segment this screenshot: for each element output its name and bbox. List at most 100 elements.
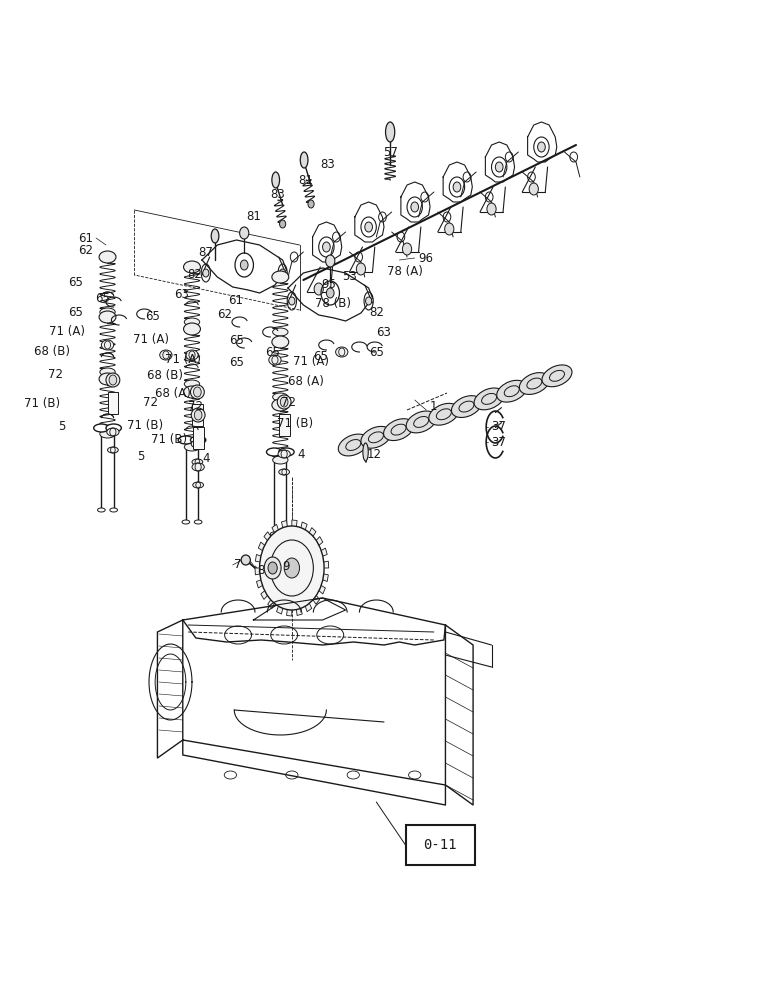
Circle shape: [411, 202, 419, 212]
Ellipse shape: [106, 373, 120, 387]
Text: 81: 81: [246, 210, 261, 223]
Ellipse shape: [101, 340, 114, 350]
Ellipse shape: [184, 261, 200, 273]
Text: 8: 8: [257, 564, 265, 576]
Ellipse shape: [386, 122, 395, 142]
Text: 61: 61: [228, 294, 243, 306]
Ellipse shape: [272, 399, 289, 411]
Polygon shape: [323, 561, 329, 568]
Ellipse shape: [211, 229, 219, 243]
Ellipse shape: [361, 426, 391, 448]
Text: 65: 65: [68, 306, 83, 318]
Text: 71 (B): 71 (B): [24, 396, 61, 410]
Ellipse shape: [100, 368, 115, 376]
Ellipse shape: [190, 436, 206, 444]
Ellipse shape: [283, 532, 290, 536]
Text: 53: 53: [342, 270, 357, 284]
Ellipse shape: [106, 424, 121, 432]
Text: 37: 37: [491, 420, 506, 434]
Text: 4: 4: [297, 448, 305, 460]
Text: 68 (A): 68 (A): [155, 386, 190, 399]
Ellipse shape: [474, 388, 504, 410]
Polygon shape: [296, 606, 303, 616]
Polygon shape: [309, 528, 316, 538]
Circle shape: [308, 200, 314, 208]
Circle shape: [240, 227, 249, 239]
Ellipse shape: [94, 424, 109, 432]
Polygon shape: [318, 585, 326, 594]
Ellipse shape: [98, 508, 105, 512]
Ellipse shape: [100, 308, 115, 316]
Text: 68 (B): 68 (B): [35, 346, 70, 359]
Text: 62: 62: [78, 244, 93, 257]
Text: 61: 61: [78, 232, 93, 244]
Bar: [193, 427, 204, 449]
Ellipse shape: [279, 448, 294, 456]
Ellipse shape: [192, 459, 203, 465]
Ellipse shape: [406, 411, 436, 433]
Text: 72: 72: [280, 395, 296, 408]
Ellipse shape: [186, 350, 198, 360]
Ellipse shape: [190, 385, 204, 399]
Ellipse shape: [273, 456, 288, 464]
Ellipse shape: [99, 311, 116, 323]
Ellipse shape: [191, 408, 205, 422]
Circle shape: [326, 255, 335, 267]
Text: 72: 72: [187, 399, 203, 412]
Ellipse shape: [429, 403, 458, 425]
Polygon shape: [255, 554, 263, 562]
Ellipse shape: [452, 396, 482, 417]
Text: 96: 96: [418, 251, 433, 264]
Text: 78 (A): 78 (A): [387, 264, 422, 277]
Text: 7: 7: [234, 558, 242, 572]
Text: 57: 57: [382, 145, 398, 158]
Text: 71 (A): 71 (A): [133, 334, 168, 347]
Polygon shape: [258, 542, 266, 551]
Ellipse shape: [184, 323, 200, 335]
Text: 5: 5: [137, 450, 144, 464]
Ellipse shape: [241, 555, 250, 565]
Ellipse shape: [192, 463, 204, 471]
Text: 95: 95: [321, 278, 336, 292]
Text: 71 (B): 71 (B): [276, 418, 313, 430]
Text: 68 (B): 68 (B): [147, 369, 183, 382]
Polygon shape: [312, 594, 319, 604]
Ellipse shape: [383, 419, 413, 441]
Ellipse shape: [278, 450, 290, 458]
Text: 65: 65: [229, 334, 244, 347]
Text: 12: 12: [366, 448, 382, 460]
Ellipse shape: [336, 347, 348, 357]
Text: 65: 65: [144, 310, 160, 324]
Polygon shape: [255, 568, 261, 575]
Ellipse shape: [279, 469, 290, 475]
Circle shape: [538, 142, 545, 152]
Text: 63: 63: [376, 326, 392, 340]
Circle shape: [289, 297, 295, 305]
Text: 4: 4: [202, 452, 210, 464]
Ellipse shape: [108, 447, 118, 453]
Text: 65: 65: [369, 347, 384, 360]
Text: 71 (A): 71 (A): [293, 355, 329, 367]
Text: 72: 72: [48, 368, 63, 381]
Circle shape: [280, 220, 286, 228]
Ellipse shape: [160, 350, 172, 360]
Text: 65: 65: [313, 351, 329, 363]
Polygon shape: [281, 520, 287, 530]
Text: 65: 65: [94, 292, 110, 304]
Circle shape: [280, 397, 288, 407]
Text: 71 (A): 71 (A): [165, 353, 200, 365]
Text: 62: 62: [217, 308, 233, 320]
Ellipse shape: [266, 448, 282, 456]
Circle shape: [284, 558, 300, 578]
Polygon shape: [292, 520, 297, 528]
Circle shape: [314, 283, 323, 295]
Text: 65: 65: [265, 346, 280, 359]
Text: 68 (A): 68 (A): [288, 375, 323, 388]
Ellipse shape: [497, 380, 527, 402]
Text: 83: 83: [320, 157, 336, 170]
Ellipse shape: [178, 436, 194, 444]
Polygon shape: [272, 524, 279, 534]
Ellipse shape: [99, 373, 116, 385]
Ellipse shape: [182, 520, 190, 524]
Circle shape: [356, 263, 366, 275]
